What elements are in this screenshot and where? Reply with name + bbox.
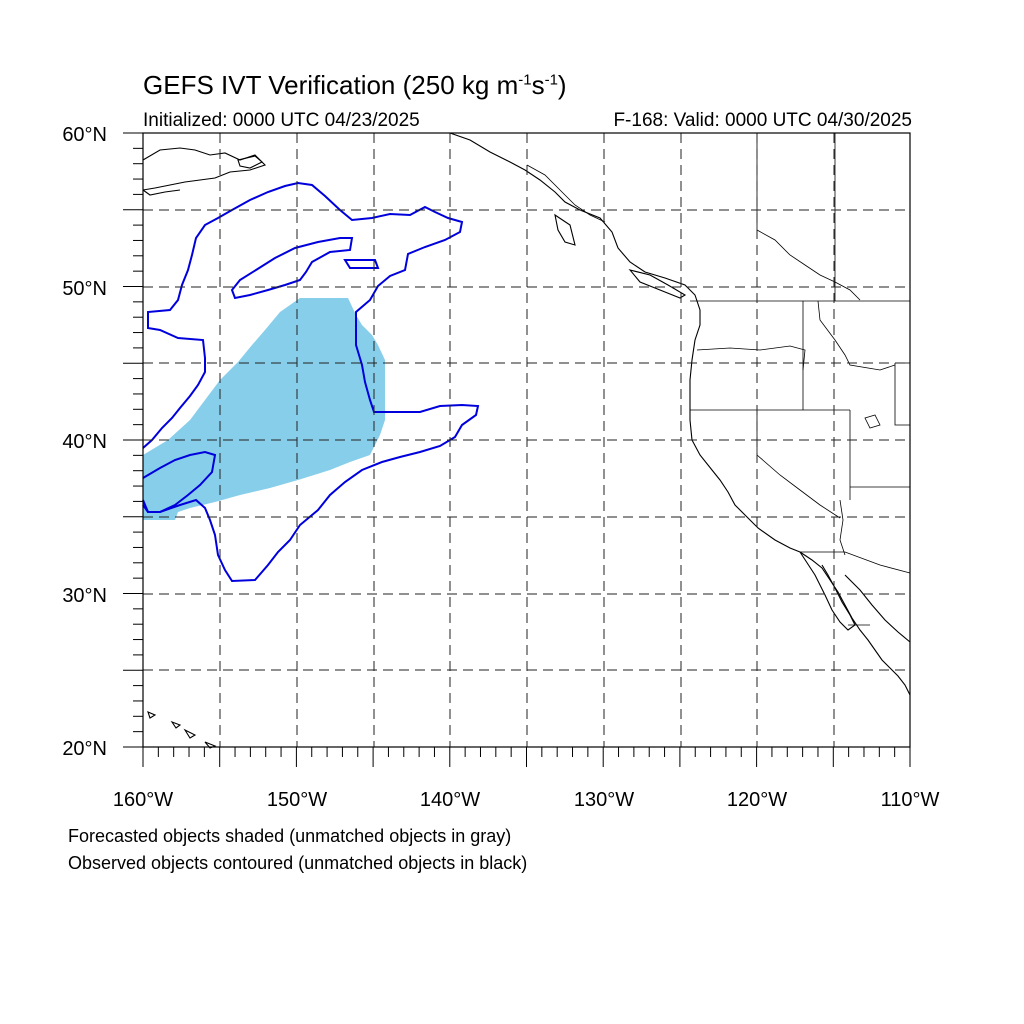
map-title: GEFS IVT Verification (250 kg m-1s-1): [143, 70, 567, 100]
lon-label-120w: 120°W: [727, 789, 787, 811]
lon-label-150w: 150°W: [267, 789, 327, 811]
lon-label-140w: 140°W: [420, 789, 480, 811]
forecast-object-shaded: [143, 298, 385, 520]
graticule: [143, 133, 910, 747]
observed-contour-inner-south: [142, 450, 217, 513]
hawaii-islands: [147, 711, 217, 749]
haida-gwaii: [554, 213, 576, 246]
alaska-coast: [142, 147, 267, 191]
alaska-peninsula: [142, 189, 181, 196]
us-mexico-border: [800, 551, 911, 574]
map-frame: [142, 132, 911, 748]
arizona-california-border: [839, 499, 846, 556]
lon-label-110w: 110°W: [881, 789, 940, 811]
vancouver-island: [628, 269, 687, 299]
lat-label-50n: 50°N: [62, 278, 107, 300]
north-america-coast: [449, 132, 911, 696]
observed-contour-outer: [142, 181, 480, 583]
alaska-canada-border: [526, 164, 606, 223]
lat-label-60n: 60°N: [62, 124, 107, 146]
baja-peninsula: [799, 551, 856, 631]
gulf-of-california-east: [844, 574, 911, 643]
kodiak-island: [237, 155, 263, 169]
axis-ticks: [123, 132, 911, 767]
observed-contour-inner-north: [230, 237, 354, 300]
washington-oregon-border: [696, 345, 806, 371]
political-borders: [526, 133, 911, 626]
legend-observed: Observed objects contoured (unmatched ob…: [68, 853, 528, 873]
legend-forecast: Forecasted objects shaded (unmatched obj…: [68, 826, 512, 846]
lat-label-20n: 20°N: [62, 738, 107, 760]
lat-label-30n: 30°N: [62, 585, 107, 607]
observed-contours: [142, 181, 480, 583]
lon-label-160w: 160°W: [113, 789, 173, 811]
canada-province-border-1: [756, 133, 861, 301]
valid-time: F-168: Valid: 0000 UTC 04/30/2025: [613, 110, 912, 131]
lon-label-130w: 130°W: [574, 789, 634, 811]
great-salt-lake: [864, 414, 881, 429]
california-nevada-border: [756, 410, 841, 519]
wyoming-border: [894, 363, 910, 426]
initialized-time: Initialized: 0000 UTC 04/23/2025: [143, 110, 420, 131]
lat-label-40n: 40°N: [62, 431, 107, 453]
observed-contour-inner-small: [343, 259, 380, 269]
idaho-montana-border: [817, 300, 896, 371]
